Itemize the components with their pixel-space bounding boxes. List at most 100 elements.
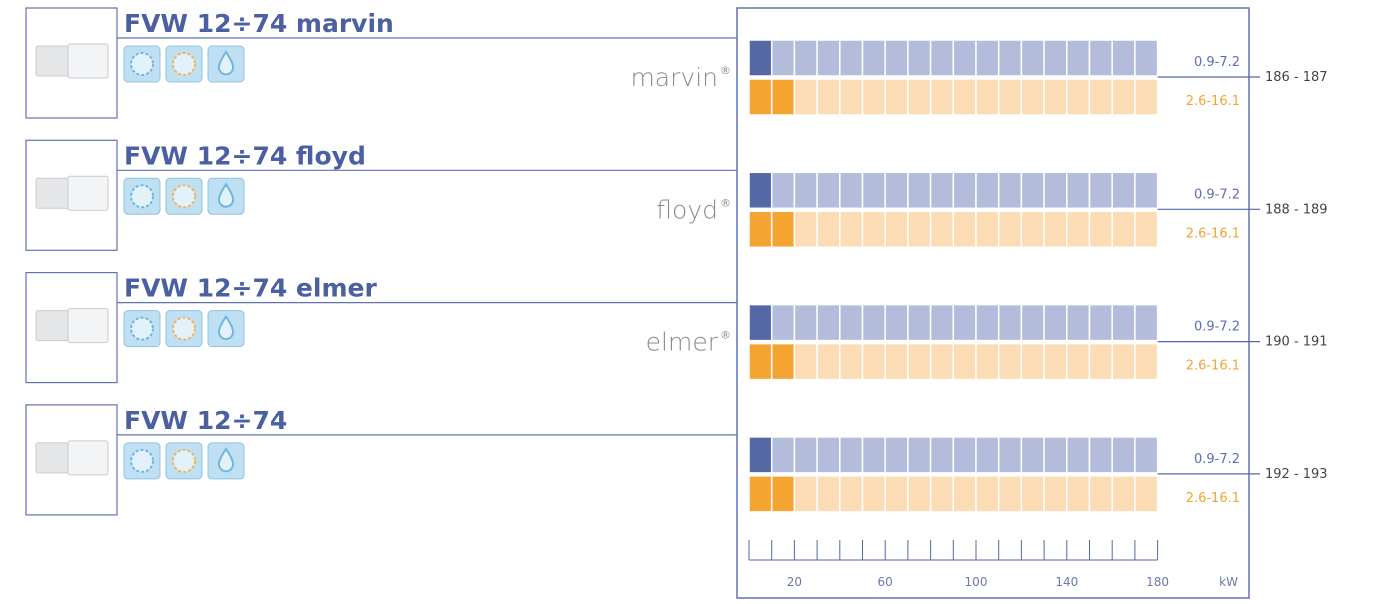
cooling-cell	[1043, 303, 1068, 342]
cooling-cell	[997, 303, 1023, 342]
heating-cell	[1020, 78, 1045, 116]
heating-range: 2.6-16.1	[1186, 359, 1240, 374]
cooling-cell	[816, 39, 841, 77]
heating-cell	[1111, 78, 1136, 116]
cooling-cell	[1088, 39, 1113, 77]
heating-cell	[793, 78, 818, 116]
heating-cell	[884, 342, 909, 381]
heating-range: 2.6-16.1	[1186, 491, 1240, 506]
cooling-cell	[907, 436, 932, 474]
cooling-cell	[1111, 303, 1136, 342]
heating-cell	[1043, 210, 1068, 249]
heating-cell	[1043, 475, 1068, 513]
brand-mark: ®	[720, 64, 731, 77]
heating-cell	[975, 210, 1000, 249]
scale-unit: kW	[1219, 575, 1238, 589]
icon-symbol	[172, 316, 196, 341]
cooling-cell	[952, 171, 977, 210]
heating-cell	[1088, 78, 1113, 116]
cooling-range: 0.9-7.2	[1194, 320, 1240, 335]
cooling-cell	[884, 171, 909, 210]
heating-cell	[997, 210, 1023, 249]
icon-symbol	[217, 182, 235, 208]
cooling-cell	[997, 39, 1023, 77]
page-ref: 188 - 189	[1265, 202, 1328, 217]
brand-name: marvin	[630, 63, 718, 92]
heating-cell	[770, 342, 796, 381]
cooling-cell	[1111, 436, 1136, 474]
heating-cell	[1066, 78, 1091, 116]
cooling-cell	[861, 39, 886, 77]
cooling-cell	[748, 436, 773, 474]
cooling-cell	[884, 303, 909, 342]
cooling-cell	[793, 303, 818, 342]
brand-mark: ®	[720, 196, 731, 209]
cooling-cell	[1043, 39, 1068, 77]
icon-symbol	[130, 184, 154, 209]
cooling-cell	[861, 436, 886, 474]
heating-cell	[839, 475, 864, 513]
heating-cell	[1111, 342, 1136, 381]
cooling-cell	[861, 171, 886, 210]
icon-symbol	[217, 50, 235, 76]
heating-cell	[1134, 78, 1159, 116]
heating-cell	[975, 78, 1000, 116]
product-title: FVW 12÷74 floyd	[124, 141, 366, 170]
cooling-cell	[1134, 436, 1159, 474]
heating-cell	[997, 78, 1023, 116]
cooling-range: 0.9-7.2	[1194, 187, 1240, 202]
heating-cell	[907, 210, 932, 249]
cooling-cell	[1066, 39, 1091, 77]
cooling-cell	[975, 171, 1000, 210]
icon-symbol	[217, 447, 235, 473]
cooling-cell	[975, 39, 1000, 77]
product-title: FVW 12÷74	[124, 406, 287, 435]
cooling-cell	[1134, 171, 1159, 210]
heating-cell	[884, 210, 909, 249]
heating-cell	[884, 475, 909, 513]
cooling-cell	[975, 303, 1000, 342]
scale-label: 180	[1146, 575, 1169, 589]
heating-cell	[816, 210, 841, 249]
cooling-cell	[748, 171, 773, 210]
heating-cell	[748, 210, 773, 249]
heating-cell	[816, 475, 841, 513]
heating-range: 2.6-16.1	[1186, 226, 1240, 241]
cooling-cell	[997, 171, 1023, 210]
heating-cell	[839, 210, 864, 249]
cooling-cell	[952, 436, 977, 474]
cooling-cell	[748, 303, 773, 342]
heating-range: 2.6-16.1	[1186, 94, 1240, 109]
cooling-range: 0.9-7.2	[1194, 452, 1240, 467]
heating-cell	[1020, 475, 1045, 513]
heating-cell	[907, 342, 932, 381]
cooling-cell	[770, 171, 796, 210]
cooling-cell	[929, 171, 955, 210]
icon-symbol	[217, 314, 235, 340]
page-ref: 192 - 193	[1265, 467, 1328, 482]
scale-label: 20	[787, 575, 802, 589]
heating-cell	[816, 342, 841, 381]
heating-cell	[884, 78, 909, 116]
cooling-cell	[770, 39, 796, 77]
cooling-cell	[839, 303, 864, 342]
cooling-cell	[793, 39, 818, 77]
product-title: FVW 12÷74 elmer	[124, 274, 377, 303]
cooling-cell	[1088, 436, 1113, 474]
cooling-cell	[929, 303, 955, 342]
heating-cell	[816, 78, 841, 116]
cooling-cell	[748, 39, 773, 77]
heating-cell	[952, 342, 977, 381]
cooling-range: 0.9-7.2	[1194, 55, 1240, 70]
heating-cell	[929, 78, 955, 116]
heating-cell	[952, 78, 977, 116]
heating-cell	[1088, 342, 1113, 381]
heating-cell	[1066, 475, 1091, 513]
cooling-cell	[1066, 303, 1091, 342]
heating-cell	[1134, 342, 1159, 381]
page-ref: 186 - 187	[1265, 70, 1328, 85]
unit-image-front	[67, 440, 109, 476]
heating-cell	[770, 475, 796, 513]
cooling-cell	[816, 171, 841, 210]
cooling-cell	[1043, 436, 1068, 474]
